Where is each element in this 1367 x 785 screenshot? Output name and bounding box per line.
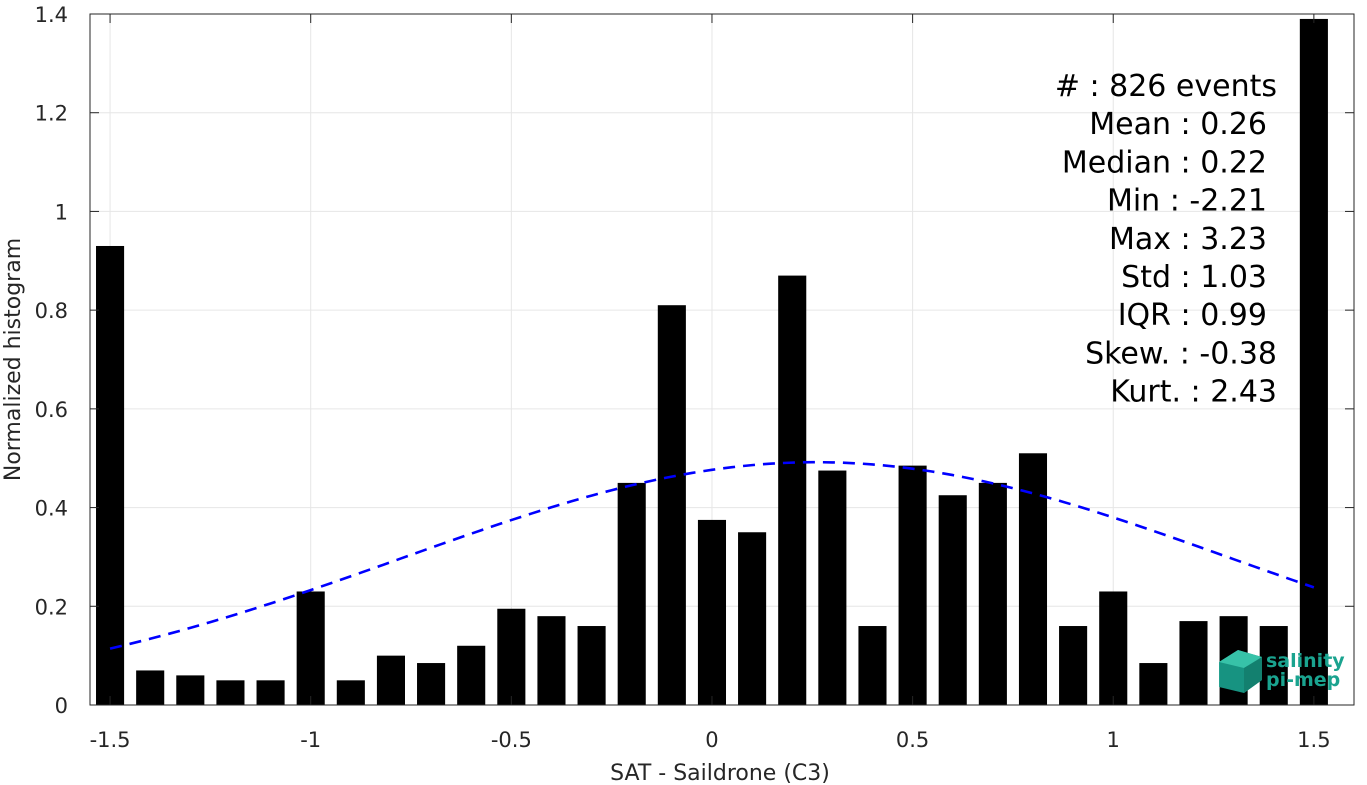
axis-ticks xyxy=(90,13,1354,706)
histogram-bar xyxy=(376,655,405,705)
stats-line: Min : -2.21 xyxy=(1107,184,1267,219)
x-tick-label: 0.5 xyxy=(896,728,929,752)
histogram-bar xyxy=(577,626,606,705)
histogram-bar xyxy=(417,663,446,705)
histogram-bar xyxy=(617,482,646,705)
stats-line: Median : 0.22 xyxy=(1062,145,1267,180)
histogram-bar xyxy=(537,616,566,705)
histogram-bar xyxy=(1099,591,1128,705)
histogram-bar xyxy=(96,245,125,705)
histogram-bar xyxy=(778,275,807,705)
y-tick-label: 0.8 xyxy=(35,299,68,323)
axes-box xyxy=(89,13,1355,706)
y-tick-label: 1 xyxy=(55,200,68,224)
histogram-bar xyxy=(657,305,686,705)
histogram-bar xyxy=(898,465,927,705)
histogram-bar xyxy=(1179,621,1208,705)
y-tick-label: 1.2 xyxy=(35,102,68,126)
histogram-bar xyxy=(256,680,285,705)
y-tick-label: 1.4 xyxy=(35,3,68,27)
histogram-bar xyxy=(216,680,245,705)
grid-lines xyxy=(90,13,1354,706)
histogram-bar xyxy=(1259,626,1288,705)
x-tick-label: -1 xyxy=(300,728,321,752)
stats-line: IQR : 0.99 xyxy=(1118,298,1267,333)
y-tick-labels: 0 0.2 0.4 0.6 0.8 1 1.2 1.4 xyxy=(35,3,68,718)
x-tick-label: 1 xyxy=(1107,728,1120,752)
x-tick-label: -0.5 xyxy=(491,728,532,752)
stats-line: Kurt. : 2.43 xyxy=(1110,375,1277,410)
histogram-bar xyxy=(1139,663,1168,705)
histogram-bar xyxy=(457,645,486,705)
salinity-pimep-logo: salinity pi-mep xyxy=(1219,650,1345,693)
y-axis-label: Normalized histogram xyxy=(1,238,26,481)
histogram-bar xyxy=(1059,626,1088,705)
histogram-bar xyxy=(497,608,526,705)
histogram-bars xyxy=(96,18,1328,705)
x-tick-label: -1.5 xyxy=(90,728,131,752)
stats-line: Skew. : -0.38 xyxy=(1085,336,1277,371)
y-tick-label: 0.4 xyxy=(35,497,68,521)
y-tick-label: 0.2 xyxy=(35,595,68,619)
y-tick-label: 0.6 xyxy=(35,398,68,422)
stats-line: Std : 1.03 xyxy=(1121,260,1267,295)
logo-text-pimep: pi-mep xyxy=(1266,669,1340,691)
histogram-bar xyxy=(176,675,205,705)
histogram-bar xyxy=(1299,18,1328,705)
x-tick-label: 1.5 xyxy=(1297,728,1330,752)
normal-fit-curve xyxy=(109,460,1315,650)
stats-line: Max : 3.23 xyxy=(1109,222,1267,257)
cube-icon xyxy=(1219,650,1262,693)
x-tick-labels: -1.5 -1 -0.5 0 0.5 1 1.5 xyxy=(90,728,1331,752)
histogram-bar xyxy=(697,519,727,705)
histogram-bar xyxy=(296,591,325,705)
histogram-bar xyxy=(336,680,365,705)
histogram-bar xyxy=(818,470,847,705)
x-axis-label: SAT - Saildrone (C3) xyxy=(610,761,830,785)
histogram-bar xyxy=(738,532,767,705)
logo-text-salinity: salinity xyxy=(1266,650,1345,672)
histogram-bar xyxy=(858,626,887,705)
histogram-bar xyxy=(136,670,165,705)
x-tick-label: 0 xyxy=(705,728,718,752)
y-tick-label: 0 xyxy=(55,694,68,718)
stats-line: Mean : 0.26 xyxy=(1089,107,1267,142)
histogram-bar xyxy=(938,495,967,705)
histogram-bar xyxy=(978,482,1007,705)
stats-line: # : 826 events xyxy=(1055,69,1277,104)
